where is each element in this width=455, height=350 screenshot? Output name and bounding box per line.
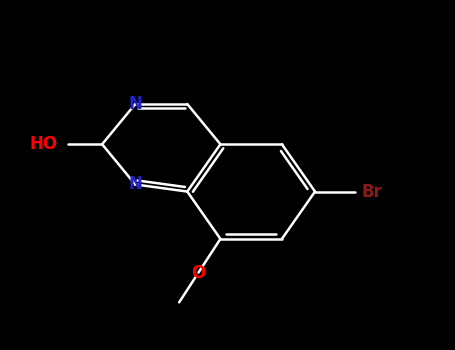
Text: Br: Br xyxy=(361,183,382,201)
Text: N: N xyxy=(128,95,142,113)
Text: N: N xyxy=(128,175,142,194)
Text: O: O xyxy=(192,264,206,282)
Text: HO: HO xyxy=(29,135,57,153)
